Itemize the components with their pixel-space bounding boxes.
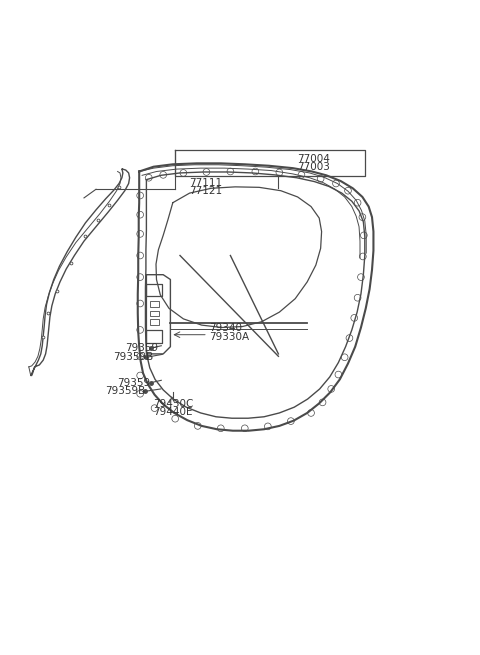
Text: 79340: 79340 bbox=[209, 324, 242, 333]
Text: 79330A: 79330A bbox=[209, 332, 249, 342]
Text: 79359B: 79359B bbox=[106, 386, 146, 396]
Bar bbox=[150, 319, 159, 325]
Text: 77003: 77003 bbox=[298, 162, 330, 172]
Text: 77111: 77111 bbox=[190, 178, 223, 187]
Bar bbox=[150, 310, 159, 316]
Text: 79359B: 79359B bbox=[113, 352, 153, 362]
Text: 79430C: 79430C bbox=[154, 400, 194, 409]
Text: 79359: 79359 bbox=[125, 343, 158, 353]
Text: 77004: 77004 bbox=[298, 153, 330, 164]
Text: 77121: 77121 bbox=[190, 186, 223, 196]
Text: 79359: 79359 bbox=[118, 378, 151, 388]
Text: 79440E: 79440E bbox=[154, 407, 193, 417]
Bar bbox=[150, 301, 159, 307]
